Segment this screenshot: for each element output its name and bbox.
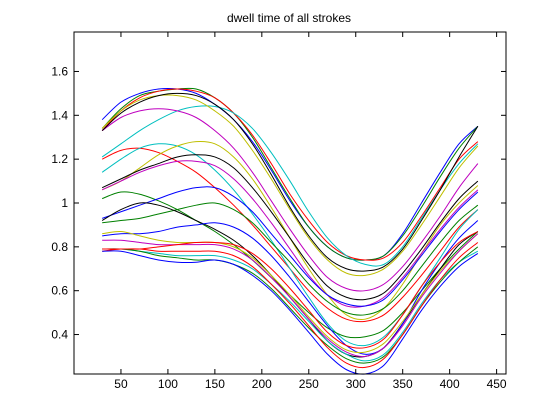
x-tick-label-300: 300	[346, 377, 366, 391]
series-line-17	[102, 220, 479, 355]
x-tick-label-100: 100	[158, 377, 178, 391]
series-line-3	[101, 88, 479, 261]
y-tick-label-1.6: 1.6	[51, 64, 68, 78]
x-tick-label-350: 350	[393, 377, 413, 391]
series-line-24	[102, 242, 479, 369]
series-line-21	[102, 248, 479, 362]
y-tick-label-0.4: 0.4	[51, 328, 68, 342]
x-tick-label-450: 450	[487, 377, 507, 391]
series-line-1	[101, 87, 479, 261]
y-tick-label-1.2: 1.2	[51, 152, 68, 166]
x-tick-label-250: 250	[299, 377, 319, 391]
series-line-12	[101, 154, 479, 301]
x-axis: 50 100 150 200 250 300 350 400 450	[114, 32, 507, 391]
chart-title: dwell time of all strokes	[227, 11, 351, 25]
series-line-18	[102, 230, 479, 354]
series-line-7	[101, 92, 479, 272]
x-tick-label-50: 50	[114, 377, 128, 391]
series-line-4	[101, 105, 479, 267]
y-tick-label-1.4: 1.4	[51, 108, 68, 122]
series-line-6	[101, 94, 479, 277]
series-line-11	[101, 160, 479, 308]
x-tick-label-150: 150	[205, 377, 225, 391]
series-line-15	[102, 202, 479, 316]
x-tick-label-400: 400	[440, 377, 460, 391]
series-line-5	[101, 108, 479, 292]
series-line-20	[102, 231, 479, 349]
series-layer	[101, 87, 479, 375]
series-line-23	[102, 250, 479, 375]
series-line-19	[102, 233, 479, 358]
y-axis: 0.4 0.6 0.8 1 1.2 1.4 1.6	[51, 64, 506, 342]
series-line-14	[102, 186, 479, 307]
y-tick-label-0.8: 0.8	[51, 240, 68, 254]
y-tick-label-0.6: 0.6	[51, 284, 68, 298]
x-tick-label-200: 200	[252, 377, 272, 391]
y-tick-label-1: 1	[61, 196, 68, 210]
